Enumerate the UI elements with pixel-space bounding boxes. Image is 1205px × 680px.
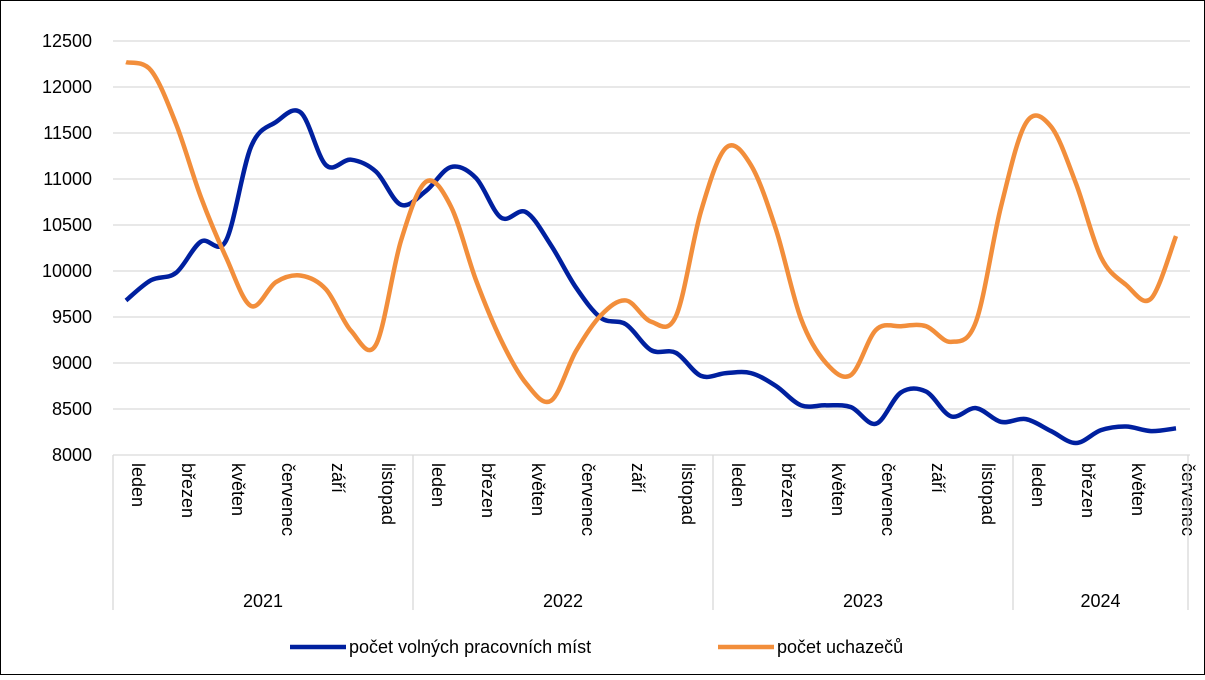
x-tick-label: září <box>328 463 348 493</box>
legend-label: počet uchazečů <box>777 637 903 657</box>
x-tick-label: červenec <box>578 463 598 536</box>
y-tick-label: 9500 <box>52 307 92 327</box>
group-label: 2021 <box>243 591 283 611</box>
x-tick-label: leden <box>128 463 148 507</box>
group-label: 2022 <box>543 591 583 611</box>
x-tick-label: září <box>628 463 648 493</box>
y-tick-label: 10500 <box>42 215 92 235</box>
x-tick-label: leden <box>728 463 748 507</box>
x-tick-label: březen <box>1078 463 1098 518</box>
x-tick-label: leden <box>428 463 448 507</box>
x-tick-label: březen <box>478 463 498 518</box>
y-tick-label: 8000 <box>52 445 92 465</box>
x-tick-label: červenec <box>878 463 898 536</box>
x-tick-label: květen <box>828 463 848 516</box>
y-tick-label: 8500 <box>52 399 92 419</box>
x-tick-label: listopad <box>978 463 998 525</box>
y-tick-label: 10000 <box>42 261 92 281</box>
x-tick-label: listopad <box>378 463 398 525</box>
x-tick-label: září <box>928 463 948 493</box>
x-tick-label: leden <box>1028 463 1048 507</box>
legend-label: počet volných pracovních míst <box>349 637 591 657</box>
x-tick-label: březen <box>778 463 798 518</box>
y-tick-label: 9000 <box>52 353 92 373</box>
group-label: 2023 <box>843 591 883 611</box>
x-tick-label: květen <box>1128 463 1148 516</box>
x-tick-label: červenec <box>278 463 298 536</box>
x-tick-label: květen <box>228 463 248 516</box>
series-line <box>124 108 1177 446</box>
y-tick-label: 12500 <box>42 31 92 51</box>
y-tick-label: 11500 <box>43 123 92 143</box>
x-tick-label: březen <box>178 463 198 518</box>
y-tick-label: 11000 <box>43 169 92 189</box>
y-tick-label: 12000 <box>42 77 92 97</box>
series-line <box>125 59 1179 405</box>
x-tick-label: květen <box>528 463 548 516</box>
group-label: 2024 <box>1080 591 1120 611</box>
x-tick-label: listopad <box>678 463 698 525</box>
